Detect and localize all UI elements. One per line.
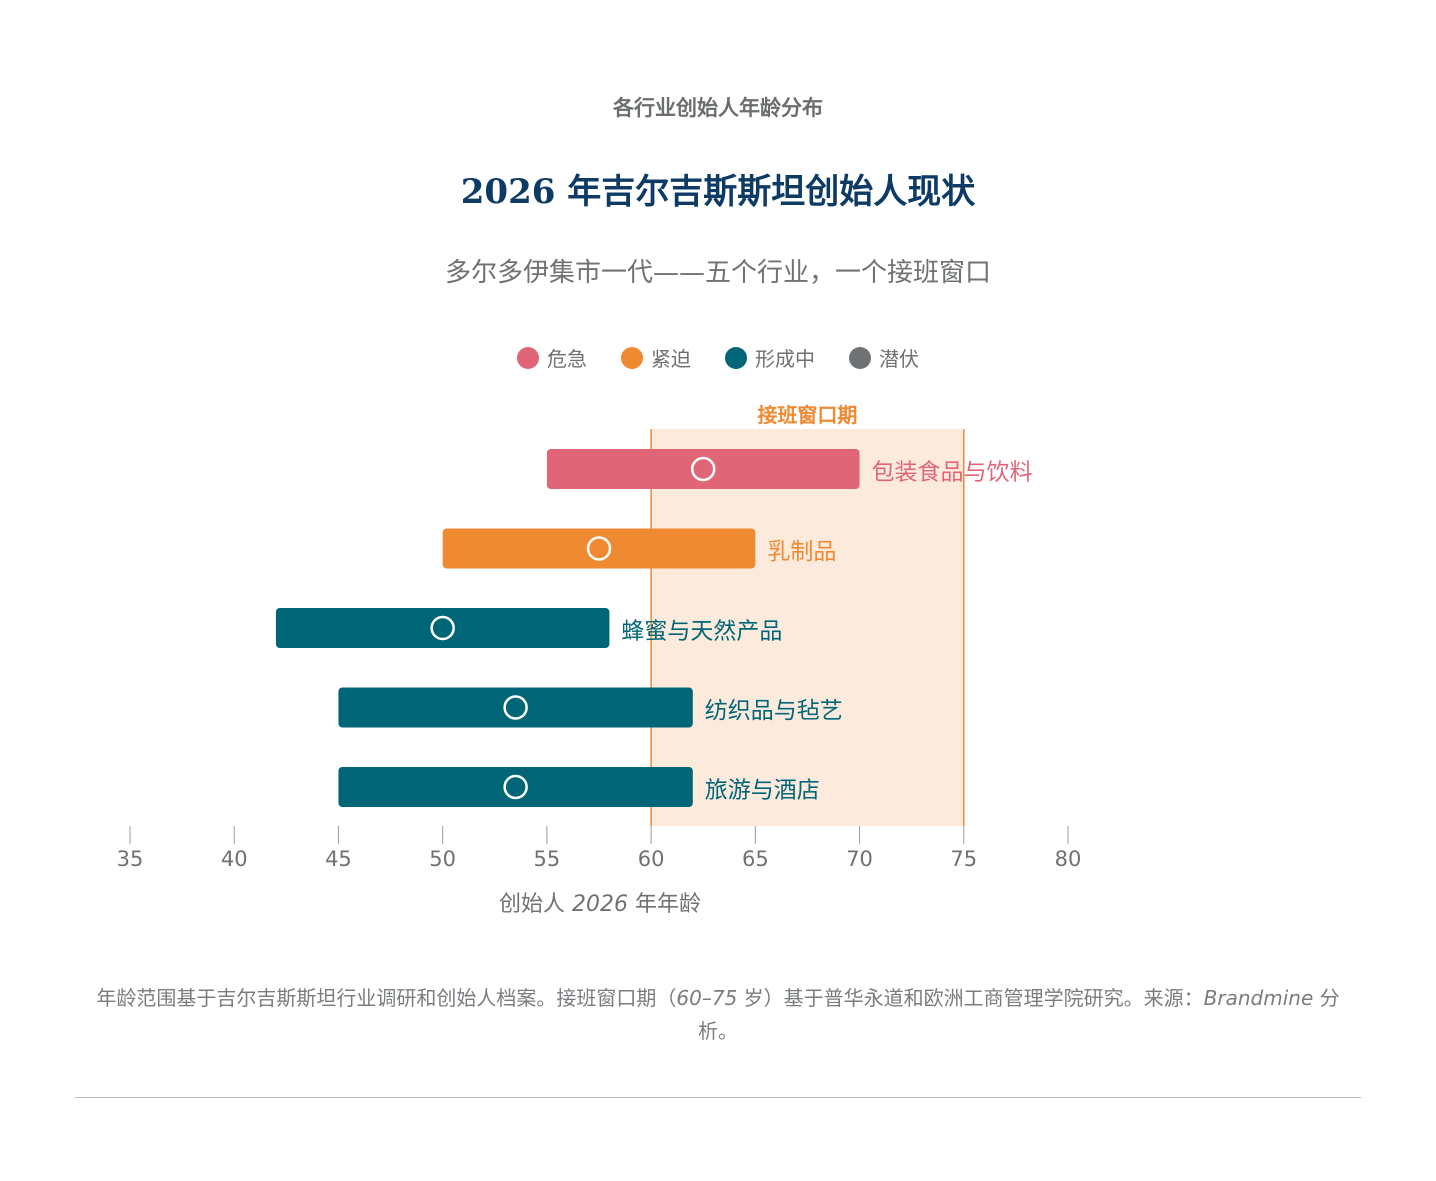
footnote-text-2: 岁）基于普华永道和欧洲工商管理学院研究。来源： — [737, 986, 1204, 1010]
legend-dot-latent — [849, 346, 871, 369]
range-bar — [546, 449, 860, 489]
chart-title: 2026 年吉尔吉斯斯坦创始人现状 — [460, 172, 976, 212]
legend-label-latent: 潜伏 — [879, 347, 919, 371]
range-bar — [338, 687, 693, 728]
bar-label: 旅游与酒店 — [705, 778, 820, 804]
legend-label-urgent: 紧迫 — [651, 347, 691, 371]
x-tick-label: 80 — [1055, 847, 1082, 871]
footnote: 年龄范围基于吉尔吉斯斯坦行业调研和创始人档案。接班窗口期（60–75 岁）基于普… — [80, 982, 1356, 1048]
legend-label-forming: 形成中 — [755, 347, 815, 371]
chart-kicker: 各行业创始人年龄分布 — [613, 96, 823, 120]
legend-item-urgent: 紧迫 — [621, 343, 691, 372]
succession-window-band — [651, 429, 964, 826]
x-tick-label: 45 — [325, 847, 352, 871]
chart-subtitle: 多尔多伊集市一代——五个行业，一个接班窗口 — [444, 258, 991, 288]
legend-item-critical: 危急 — [517, 343, 587, 372]
x-tick-label: 70 — [846, 847, 873, 871]
bar-label: 纺织品与毡艺 — [705, 698, 843, 724]
x-axis-label-post: 年年龄 — [628, 892, 701, 917]
median-marker — [586, 536, 612, 561]
legend-item-forming: 形成中 — [725, 343, 815, 372]
x-tick-label: 55 — [534, 847, 561, 871]
median-marker — [430, 615, 455, 641]
x-tick-label: 50 — [429, 847, 456, 871]
x-axis-label-pre: 创始人 — [499, 892, 572, 917]
legend: 危急 紧迫 形成中 潜伏 — [0, 343, 1436, 372]
x-tick-label: 40 — [221, 847, 248, 871]
bottom-divider — [75, 1097, 1361, 1098]
legend-dot-forming — [725, 346, 747, 369]
x-tick-label: 60 — [638, 847, 665, 871]
x-tick-label: 35 — [117, 847, 144, 871]
legend-item-latent: 潜伏 — [849, 343, 919, 372]
range-bar — [275, 608, 610, 648]
range-bar — [338, 767, 693, 807]
median-marker — [503, 695, 528, 720]
median-marker — [503, 774, 528, 800]
bar-label: 乳制品 — [767, 539, 836, 565]
x-tick-label: 75 — [950, 847, 977, 871]
footnote-text-3: 分析。 — [698, 986, 1340, 1043]
legend-label-critical: 危急 — [547, 347, 587, 371]
x-tick-label: 65 — [742, 847, 769, 871]
footnote-source: Brandmine — [1203, 986, 1314, 1010]
footnote-range: 60–75 — [676, 986, 738, 1010]
window-label: 接班窗口期 — [757, 403, 857, 427]
range-bar — [442, 528, 756, 569]
bar-label: 包装食品与饮料 — [872, 460, 1033, 486]
x-axis-label-year: 2026 — [572, 892, 628, 917]
median-marker — [690, 456, 716, 482]
x-axis-label: 创始人 2026 年年龄 — [499, 892, 701, 917]
legend-dot-critical — [517, 346, 539, 369]
footnote-text-1: 年龄范围基于吉尔吉斯斯坦行业调研和创始人档案。接班窗口期（ — [96, 986, 677, 1010]
legend-dot-urgent — [621, 346, 643, 369]
bar-label: 蜂蜜与天然产品 — [621, 619, 782, 645]
